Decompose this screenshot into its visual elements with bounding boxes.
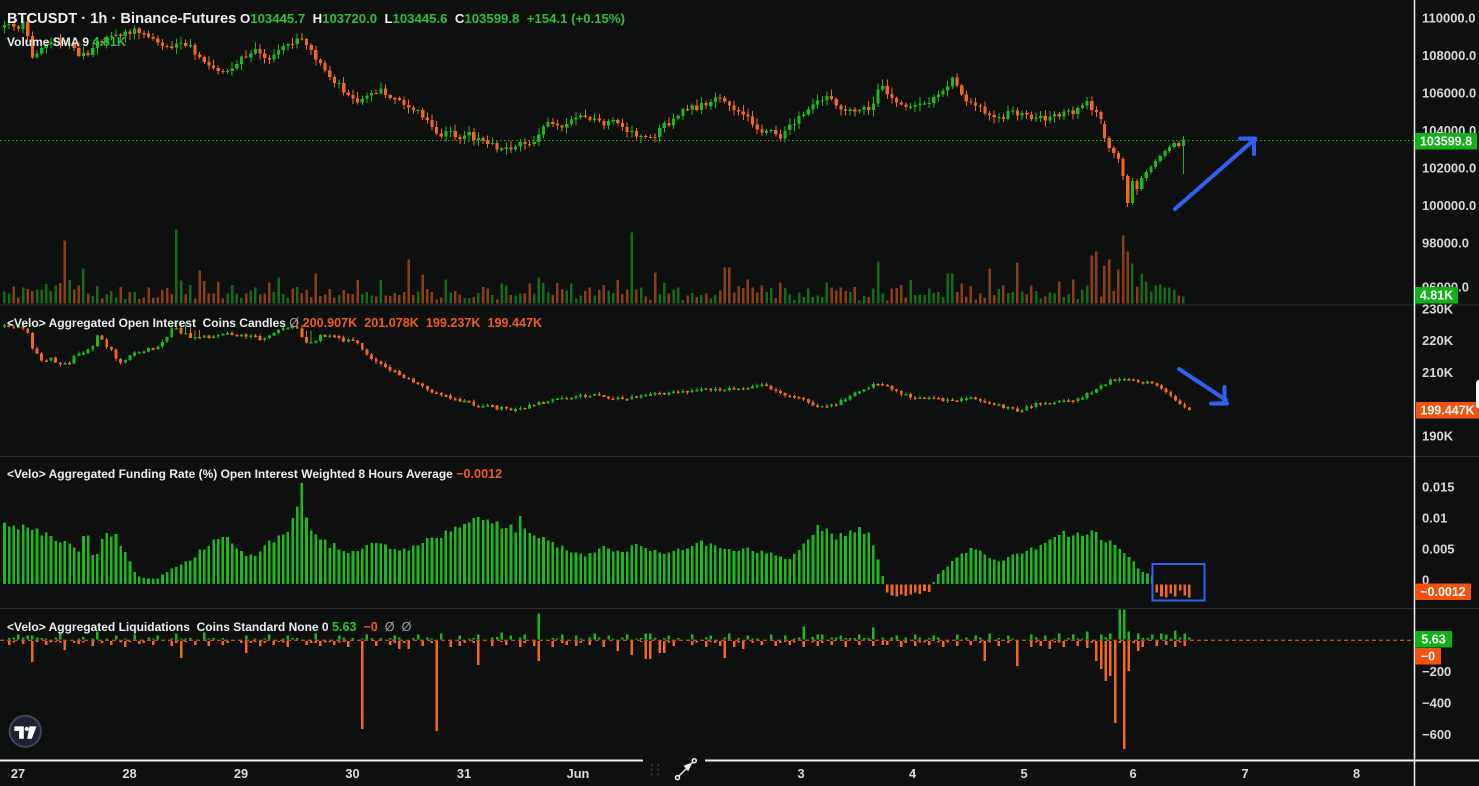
svg-text:108000.0: 108000.0 [1422,48,1476,63]
svg-text:Volume SMA 9 4.81K: Volume SMA 9 4.81K [7,35,126,49]
svg-text:<Velo> Aggregated Open Interes: <Velo> Aggregated Open Interest Coins Ca… [7,316,542,330]
svg-text:4: 4 [909,766,917,781]
svg-text:29: 29 [234,766,248,781]
svg-text:0.01: 0.01 [1422,511,1447,526]
svg-text:102000.0: 102000.0 [1422,161,1476,176]
svg-text:190K: 190K [1422,429,1454,444]
svg-text:5: 5 [1020,766,1027,781]
svg-text:220K: 220K [1422,333,1454,348]
svg-text:−200: −200 [1422,664,1451,679]
svg-text:106000.0: 106000.0 [1422,86,1476,101]
svg-text:100000.0: 100000.0 [1422,198,1476,213]
svg-text:199.447K: 199.447K [1420,404,1474,418]
svg-text:28: 28 [122,766,136,781]
svg-text:8: 8 [1353,766,1360,781]
svg-text:230K: 230K [1422,302,1454,317]
svg-text:103599.8: 103599.8 [1420,135,1472,149]
svg-text:7: 7 [1241,766,1248,781]
svg-text:−0: −0 [1421,650,1435,664]
svg-text:−0.0012: −0.0012 [1420,585,1466,599]
svg-text:−400: −400 [1422,696,1451,711]
svg-text:4.81K: 4.81K [1420,289,1453,303]
svg-text:98000.0: 98000.0 [1422,236,1469,251]
svg-text:−600: −600 [1422,727,1451,742]
svg-text:<Velo> Aggregated Funding Rate: <Velo> Aggregated Funding Rate (%) Open … [7,467,502,481]
svg-text:<Velo> Aggregated Liquidations: <Velo> Aggregated Liquidations Coins Sta… [7,620,412,634]
svg-text:BTCUSDT · 1h · Binance-Futures: BTCUSDT · 1h · Binance-Futures O103445.7… [7,11,625,27]
svg-text:30: 30 [345,766,359,781]
svg-text:5.63: 5.63 [1421,633,1445,647]
svg-text:0.005: 0.005 [1422,542,1455,557]
svg-text:210K: 210K [1422,365,1454,380]
svg-text:27: 27 [11,766,25,781]
svg-text:31: 31 [457,766,471,781]
svg-text:3: 3 [797,766,804,781]
svg-text:Jun: Jun [567,766,590,781]
svg-text:0: 0 [1422,573,1429,588]
svg-text:110000.0: 110000.0 [1422,11,1476,26]
svg-text:0.015: 0.015 [1422,480,1455,495]
svg-text:6: 6 [1129,766,1136,781]
